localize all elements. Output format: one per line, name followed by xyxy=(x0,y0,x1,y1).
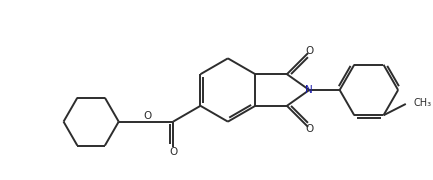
Text: O: O xyxy=(306,123,314,134)
Text: O: O xyxy=(143,111,152,121)
Text: CH₃: CH₃ xyxy=(413,98,431,108)
Text: O: O xyxy=(306,46,314,57)
Text: N: N xyxy=(305,85,313,95)
Text: O: O xyxy=(169,147,177,157)
